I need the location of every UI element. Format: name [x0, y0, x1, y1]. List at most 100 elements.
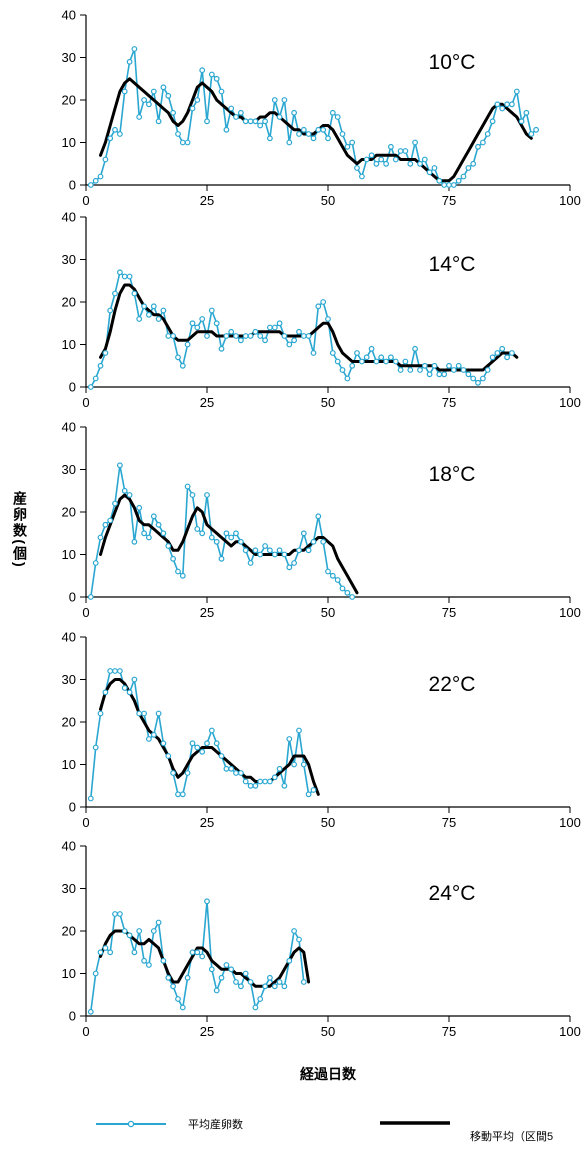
average-point — [145, 311, 152, 318]
average-point — [305, 131, 312, 137]
average-point — [276, 979, 283, 985]
average-point — [417, 367, 423, 373]
legend-item-moving-average: 移動平均（区間5 — [380, 1121, 553, 1143]
average-point — [267, 547, 273, 554]
average-point — [475, 379, 481, 386]
y-tick-label: 20 — [62, 93, 76, 108]
average-point — [475, 143, 481, 150]
average-point — [325, 316, 331, 322]
average-point — [315, 126, 322, 133]
average-point — [107, 135, 114, 142]
average-point — [170, 333, 177, 339]
x-axis-title: 経過日数 — [300, 1066, 357, 1082]
average-point — [499, 105, 506, 112]
average-point — [247, 333, 254, 339]
panel-3: 0 10 20 30 40 0 25 50 75 100 18°C — [62, 420, 581, 621]
average-point — [494, 101, 501, 108]
y-tick-label: 10 — [62, 547, 76, 562]
legend-label-moving-average: 移動平均（区間5 — [470, 1129, 553, 1143]
average-point — [131, 949, 138, 956]
average-point — [194, 324, 201, 331]
average-point — [499, 345, 506, 352]
average-point — [194, 526, 201, 532]
average-point — [504, 101, 511, 108]
average-point — [329, 350, 336, 356]
average-point — [213, 987, 220, 994]
y-tick-label: 40 — [62, 8, 76, 23]
average-point — [126, 492, 133, 498]
average-point — [175, 996, 181, 1002]
y-tick-label: 40 — [62, 420, 76, 435]
average-point — [388, 143, 394, 150]
x-tick-label: 50 — [321, 193, 335, 208]
average-point — [150, 928, 157, 934]
average-series-line — [90, 900, 305, 1012]
average-point — [252, 547, 259, 554]
y-tick-label: 10 — [62, 135, 76, 150]
average-point — [223, 333, 230, 339]
average-point — [160, 307, 167, 314]
y-tick-label: 30 — [62, 672, 76, 687]
average-point — [233, 333, 239, 339]
average-point — [165, 92, 172, 99]
average-point — [199, 953, 206, 960]
average-point — [107, 949, 114, 956]
average-point — [320, 126, 327, 133]
average-point — [126, 58, 133, 65]
average-point — [102, 689, 109, 696]
average-point — [155, 118, 162, 125]
average-point — [252, 328, 259, 335]
average-point — [480, 375, 486, 382]
average-point — [97, 534, 104, 541]
legend: 平均産卵数 移動平均（区間5 — [96, 1118, 553, 1143]
average-point — [189, 105, 196, 112]
moving-average-line — [99, 678, 320, 796]
average-point — [242, 778, 249, 785]
average-point — [257, 551, 264, 558]
average-point — [116, 668, 123, 674]
average-point — [131, 290, 138, 297]
x-tick-label: 0 — [82, 605, 89, 620]
average-point — [92, 970, 99, 977]
x-tick-label: 75 — [442, 815, 456, 830]
average-point — [208, 727, 215, 734]
x-tick-label: 100 — [559, 815, 581, 830]
average-point — [204, 740, 210, 747]
average-point — [116, 131, 123, 137]
average-point — [281, 782, 288, 789]
average-point — [441, 371, 448, 378]
average-point — [344, 375, 351, 382]
average-point — [247, 118, 254, 125]
average-point — [92, 560, 99, 566]
average-point — [344, 143, 351, 150]
panel-2: 0 10 20 30 40 0 25 50 75 100 14°C — [62, 210, 581, 411]
average-point — [267, 324, 273, 331]
average-point — [102, 521, 109, 528]
average-point — [160, 957, 167, 964]
average-point — [141, 710, 148, 717]
average-point — [136, 710, 143, 717]
average-point — [412, 345, 419, 352]
y-tick-label: 20 — [62, 505, 76, 520]
average-point — [204, 492, 210, 498]
y-tick-label: 30 — [62, 50, 76, 65]
average-point — [300, 333, 307, 339]
average-point — [383, 160, 390, 167]
y-tick-label: 0 — [69, 800, 76, 815]
average-point — [213, 75, 220, 82]
average-point — [344, 589, 351, 596]
average-point — [271, 97, 278, 103]
average-point — [349, 594, 356, 600]
average-point — [97, 710, 104, 717]
x-tick-label: 75 — [442, 193, 456, 208]
average-point — [170, 770, 177, 776]
average-point — [116, 911, 123, 917]
y-tick-label: 0 — [69, 590, 76, 605]
average-point — [189, 949, 196, 956]
average-point — [286, 736, 293, 742]
average-point — [523, 109, 530, 116]
average-point — [402, 148, 409, 154]
average-point — [92, 744, 99, 751]
average-point — [218, 555, 225, 562]
